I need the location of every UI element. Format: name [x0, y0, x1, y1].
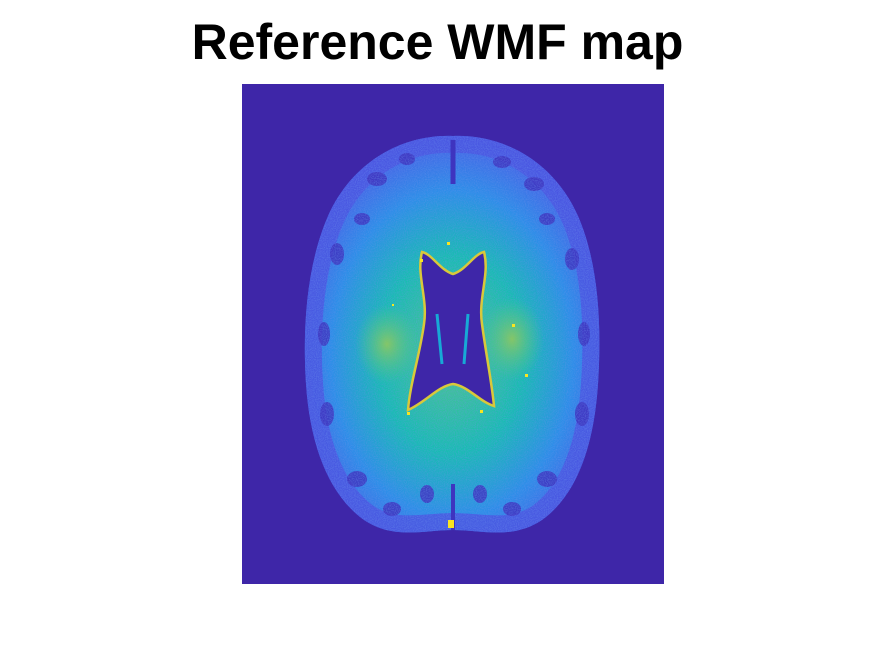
- brain-wmf-map-image: [242, 84, 664, 584]
- bright-voxels: [392, 242, 528, 528]
- figure-title: Reference WMF map: [191, 14, 684, 70]
- ventricles: [406, 250, 496, 412]
